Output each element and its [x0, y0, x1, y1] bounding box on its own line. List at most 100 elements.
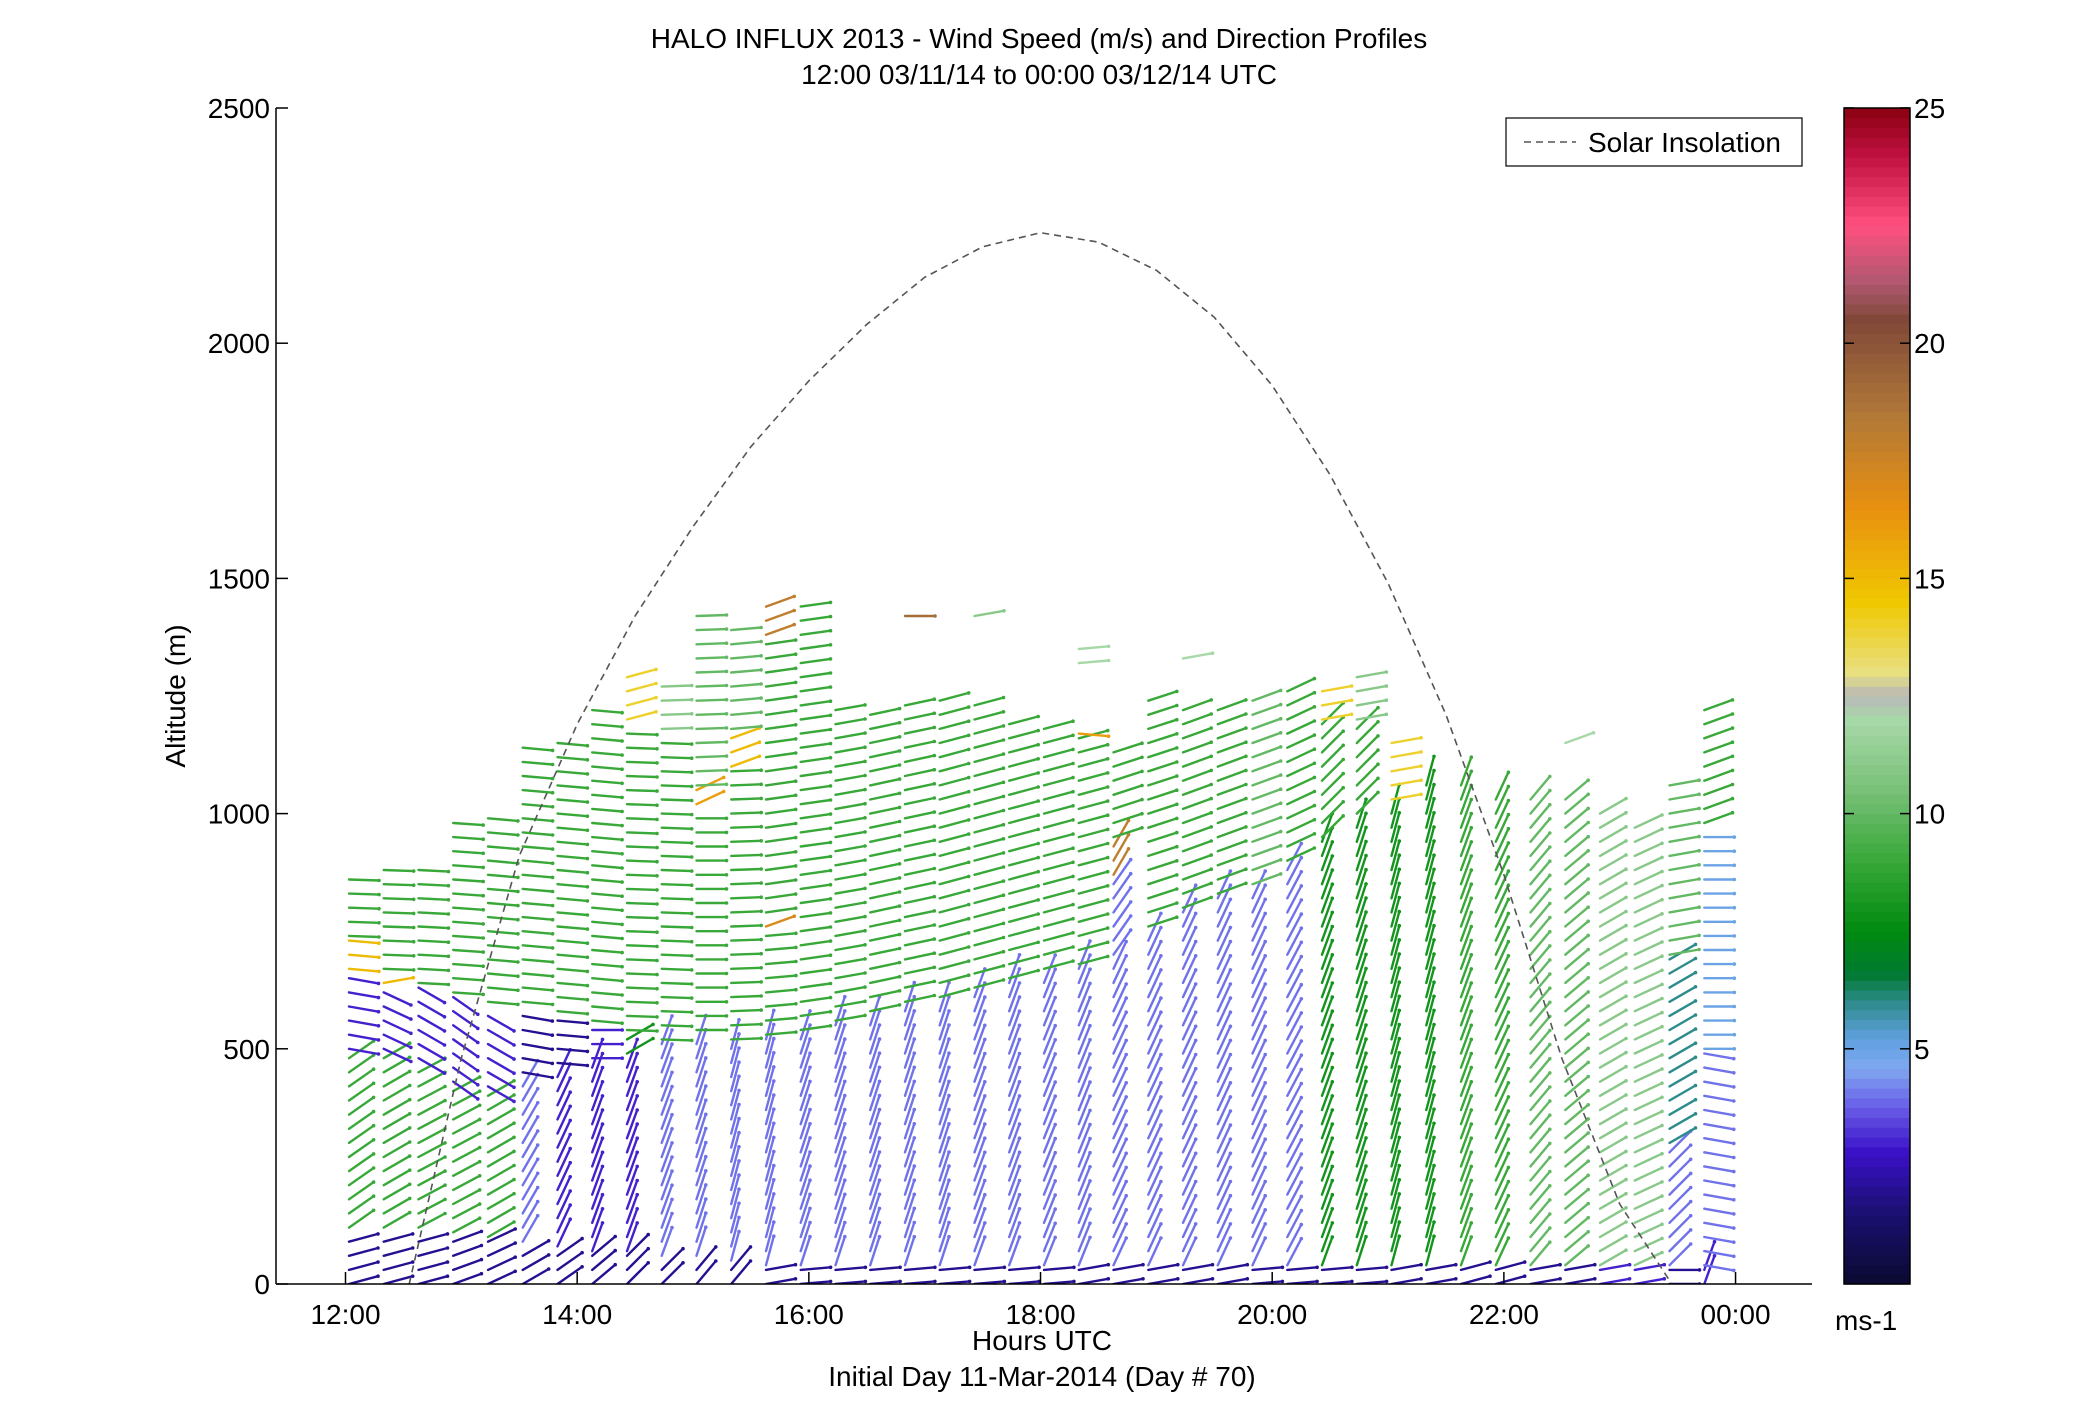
wind-barb-head: [1124, 1208, 1128, 1212]
wind-barb-head: [1506, 939, 1511, 944]
wind-barb: [799, 629, 832, 636]
wind-barb: [1390, 1164, 1401, 1196]
wind-barb: [764, 822, 797, 829]
wind-barb-head: [912, 1065, 917, 1070]
wind-barb: [556, 1217, 572, 1248]
wind-barb-head: [1506, 1081, 1511, 1085]
wind-barb-head: [620, 922, 624, 927]
wind-barb: [1008, 828, 1040, 839]
wind-barb: [730, 938, 763, 942]
wind-barb-head: [1141, 1262, 1145, 1267]
wind-barb-head: [1732, 920, 1737, 924]
wind-barb-head: [1209, 810, 1213, 815]
wind-barb: [834, 1178, 846, 1210]
wind-barb-head: [1397, 1234, 1402, 1238]
wind-barb: [1251, 884, 1267, 914]
wind-barb: [730, 711, 763, 716]
wind-barb: [973, 978, 1005, 989]
wind-barb: [1286, 1138, 1303, 1168]
wind-barb-head: [620, 880, 624, 884]
wind-barb-head: [704, 1211, 708, 1215]
wind-barb-head: [1660, 1081, 1664, 1085]
wind-barb: [973, 781, 1005, 792]
wind-barb: [556, 784, 589, 790]
wind-barb: [1633, 1096, 1664, 1112]
wind-barb-head: [1053, 1179, 1057, 1183]
wind-barb-head: [877, 1037, 882, 1041]
wind-barb-head: [1364, 1023, 1368, 1027]
wind-barb-head: [689, 982, 694, 986]
wind-barb-head: [863, 971, 867, 975]
wind-barb: [625, 972, 659, 976]
wind-barb-head: [1469, 769, 1474, 774]
wind-barb: [625, 1038, 639, 1069]
wind-barb: [764, 960, 798, 966]
wind-barb-head: [1548, 1141, 1552, 1146]
wind-barb: [1355, 684, 1388, 693]
wind-barb-head: [1263, 1095, 1267, 1099]
wind-barb-head: [1071, 789, 1075, 794]
wind-barb: [1216, 726, 1248, 740]
wind-barb: [1459, 981, 1473, 1013]
wind-barb: [834, 943, 867, 952]
wind-barb: [660, 1024, 693, 1028]
wind-barb-head: [1244, 853, 1248, 857]
wind-barb: [695, 1259, 717, 1284]
wind-barb-head: [843, 1206, 847, 1211]
wind-barb-head: [1341, 800, 1345, 804]
wind-barb-head: [535, 1115, 540, 1119]
wind-barb-head: [828, 643, 833, 647]
wind-barb: [695, 670, 728, 674]
colorbar-band: [1844, 647, 1910, 658]
wind-barb: [1008, 1207, 1021, 1239]
wind-barb: [1042, 1123, 1057, 1154]
wind-barb: [1668, 1242, 1692, 1267]
x-tick-label: 20:00: [1237, 1299, 1307, 1330]
wind-barb: [1633, 1081, 1664, 1098]
wind-barb: [347, 1194, 375, 1215]
wind-barb-head: [1506, 855, 1511, 859]
wind-barb: [1320, 1165, 1334, 1196]
wind-barb: [1251, 689, 1282, 702]
wind-barb: [660, 726, 693, 731]
wind-barb-head: [477, 1145, 482, 1150]
wind-barb-head: [1193, 897, 1198, 902]
wind-barb: [1147, 1109, 1163, 1140]
wind-barb: [730, 896, 763, 900]
wind-barb: [973, 1066, 986, 1098]
wind-barb-head: [897, 960, 902, 965]
wind-barb: [1425, 1234, 1436, 1267]
wind-barb-head: [759, 937, 763, 942]
wind-barb-head: [1732, 835, 1737, 839]
wind-barb: [903, 923, 936, 933]
wind-barb-head: [1312, 705, 1317, 709]
colorbar-band: [1844, 1156, 1910, 1167]
wind-barb: [764, 1136, 775, 1168]
wind-barb: [1286, 1166, 1303, 1196]
wind-barb: [1459, 798, 1473, 829]
wind-barb-head: [1397, 1065, 1402, 1069]
wind-barb: [591, 1080, 604, 1112]
wind-barb-head: [1330, 1164, 1335, 1169]
wind-barb-head: [1017, 981, 1022, 985]
wind-barb: [1008, 785, 1040, 796]
wind-barb-head: [1124, 1236, 1128, 1240]
wind-barb-head: [516, 988, 520, 993]
wind-barb: [556, 1019, 589, 1025]
wind-barb-head: [512, 1177, 516, 1182]
wind-barb-head: [1159, 925, 1163, 930]
wind-barb: [730, 1245, 752, 1272]
wind-barb-head: [1548, 1184, 1552, 1188]
wind-barb-head: [737, 1032, 741, 1036]
wind-barb-head: [1732, 1198, 1736, 1202]
wind-barb-head: [407, 1083, 412, 1088]
wind-barb: [521, 944, 554, 950]
wind-barb: [938, 790, 970, 801]
wind-barb: [973, 1122, 986, 1154]
wind-barb-head: [1299, 982, 1304, 987]
wind-barb: [1181, 1095, 1197, 1126]
wind-barb-head: [689, 1010, 694, 1014]
wind-barb: [903, 1037, 916, 1069]
wind-barb-head: [898, 1265, 902, 1270]
